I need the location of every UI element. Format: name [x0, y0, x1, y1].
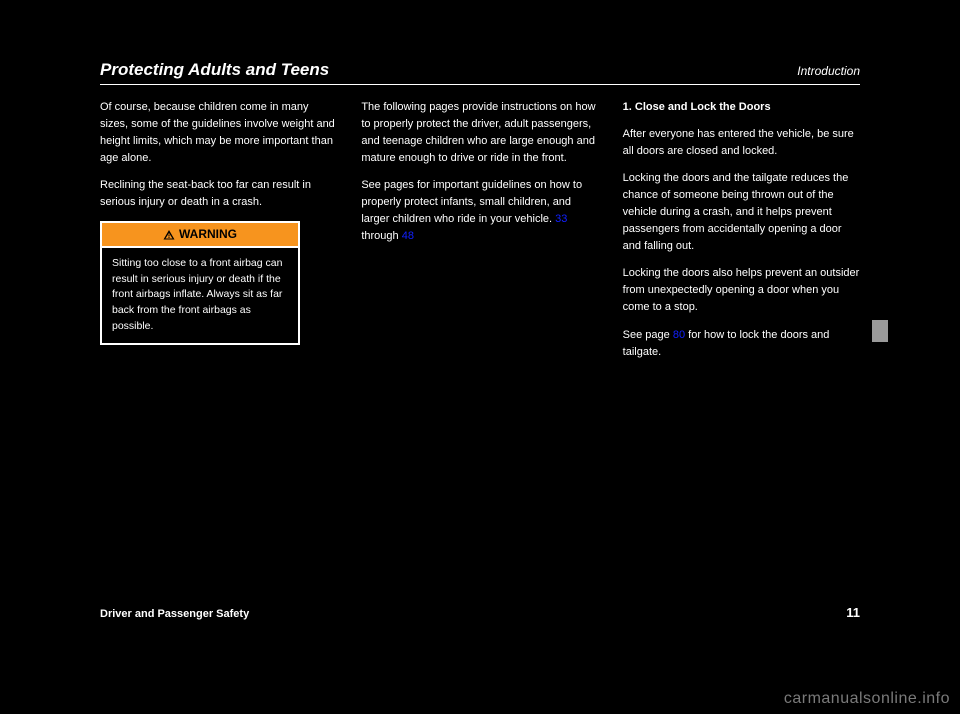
step-heading-text: 1. Close and Lock the Doors [623, 101, 771, 113]
body-text: See pages for important guidelines on ho… [361, 177, 598, 245]
body-text: Reclining the seat-back too far can resu… [100, 177, 337, 211]
warning-box: WARNING Sitting too close to a front air… [100, 221, 300, 344]
body-text-fragment: through [361, 230, 398, 242]
column-2: The following pages provide instructions… [361, 99, 598, 371]
content-columns: Of course, because children come in many… [100, 99, 860, 371]
page-link[interactable]: 80 [673, 329, 685, 341]
page-headline: Introduction [797, 64, 860, 78]
column-3: 1. Close and Lock the Doors After everyo… [623, 99, 860, 371]
page-number: 11 [846, 605, 860, 620]
warning-header: WARNING [102, 223, 298, 248]
step-heading: 1. Close and Lock the Doors [623, 99, 860, 116]
body-text: Locking the doors and the tailgate reduc… [623, 170, 860, 255]
body-text: After everyone has entered the vehicle, … [623, 126, 860, 160]
header-rule [100, 84, 860, 85]
warning-label: WARNING [179, 225, 237, 244]
body-text: See page 80 for how to lock the doors an… [623, 327, 860, 361]
body-text: Locking the doors also helps prevent an … [623, 265, 860, 316]
page-header: Protecting Adults and Teens Introduction [100, 60, 860, 84]
page-link[interactable]: 33 [555, 213, 567, 225]
page-footer: Driver and Passenger Safety 11 [100, 597, 860, 620]
warning-body: Sitting too close to a front airbag can … [102, 248, 298, 343]
page-title: Protecting Adults and Teens [100, 60, 329, 80]
manual-page: Protecting Adults and Teens Introduction… [100, 60, 860, 620]
body-text: Of course, because children come in many… [100, 99, 337, 167]
body-text-fragment: See page [623, 329, 670, 341]
body-text: The following pages provide instructions… [361, 99, 598, 167]
watermark: carmanualsonline.info [784, 690, 950, 708]
body-text-fragment: See pages for important guidelines on ho… [361, 179, 582, 225]
section-label: Driver and Passenger Safety [100, 608, 249, 620]
column-1: Of course, because children come in many… [100, 99, 337, 371]
page-link[interactable]: 48 [402, 230, 414, 242]
section-tab [872, 320, 888, 342]
alert-triangle-icon [163, 229, 175, 241]
